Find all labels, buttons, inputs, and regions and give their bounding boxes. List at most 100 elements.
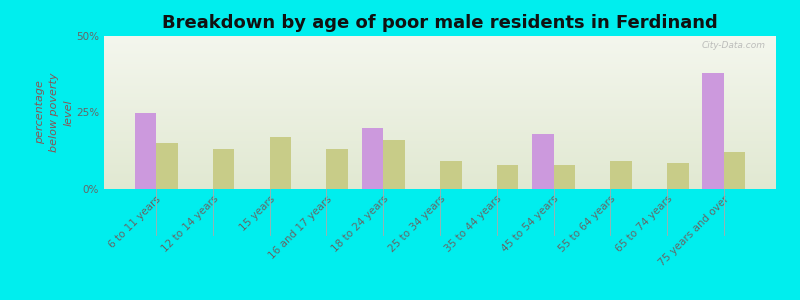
Bar: [104, 128, 776, 129]
Bar: [104, 114, 776, 115]
Bar: [104, 75, 776, 76]
Bar: [104, 44, 776, 45]
Bar: [104, 106, 776, 107]
Bar: [326, 149, 348, 189]
Bar: [702, 73, 724, 189]
Bar: [104, 164, 776, 165]
Bar: [104, 69, 776, 70]
Bar: [104, 166, 776, 167]
Bar: [104, 42, 776, 43]
Bar: [104, 102, 776, 103]
Bar: [270, 137, 291, 189]
Bar: [104, 136, 776, 137]
Bar: [104, 88, 776, 89]
Bar: [104, 109, 776, 110]
Bar: [104, 40, 776, 41]
Text: City-Data.com: City-Data.com: [702, 40, 766, 50]
Bar: [104, 163, 776, 164]
Bar: [104, 168, 776, 169]
Bar: [104, 110, 776, 111]
Bar: [104, 80, 776, 81]
Bar: [104, 92, 776, 93]
Bar: [104, 167, 776, 168]
Bar: [104, 183, 776, 184]
Bar: [104, 115, 776, 116]
Bar: [104, 188, 776, 189]
Bar: [104, 58, 776, 59]
Bar: [104, 73, 776, 74]
Bar: [104, 149, 776, 150]
Bar: [532, 134, 554, 189]
Bar: [104, 144, 776, 145]
Bar: [104, 152, 776, 153]
Bar: [104, 74, 776, 75]
Bar: [667, 163, 689, 189]
Bar: [104, 178, 776, 179]
Bar: [383, 140, 405, 189]
Bar: [104, 129, 776, 130]
Title: Breakdown by age of poor male residents in Ferdinand: Breakdown by age of poor male residents …: [162, 14, 718, 32]
Bar: [104, 100, 776, 101]
Bar: [104, 161, 776, 162]
Bar: [104, 111, 776, 112]
Bar: [104, 48, 776, 49]
Bar: [104, 55, 776, 56]
Bar: [104, 159, 776, 160]
Bar: [104, 133, 776, 134]
Bar: [104, 181, 776, 182]
Bar: [104, 126, 776, 127]
Bar: [104, 139, 776, 140]
Bar: [104, 171, 776, 172]
Bar: [104, 147, 776, 148]
Bar: [104, 150, 776, 151]
Bar: [104, 45, 776, 46]
Bar: [104, 49, 776, 50]
Bar: [104, 103, 776, 104]
Bar: [362, 128, 383, 189]
Bar: [104, 90, 776, 91]
Bar: [104, 59, 776, 60]
Bar: [104, 162, 776, 163]
Bar: [104, 64, 776, 65]
Bar: [104, 160, 776, 161]
Bar: [104, 157, 776, 158]
Bar: [104, 101, 776, 102]
Bar: [104, 39, 776, 40]
Bar: [104, 86, 776, 87]
Bar: [104, 165, 776, 166]
Bar: [104, 117, 776, 118]
Bar: [104, 68, 776, 69]
Bar: [104, 97, 776, 98]
Bar: [104, 50, 776, 51]
Y-axis label: percentage
below poverty
level: percentage below poverty level: [35, 73, 74, 152]
Bar: [104, 186, 776, 187]
Bar: [104, 37, 776, 38]
Bar: [104, 99, 776, 100]
Bar: [134, 112, 156, 189]
Bar: [104, 66, 776, 67]
Bar: [104, 70, 776, 71]
Bar: [104, 132, 776, 133]
Bar: [104, 82, 776, 83]
Bar: [104, 177, 776, 178]
Bar: [104, 118, 776, 119]
Bar: [104, 53, 776, 54]
Bar: [104, 119, 776, 120]
Bar: [104, 116, 776, 117]
Bar: [104, 47, 776, 48]
Bar: [724, 152, 746, 189]
Bar: [497, 164, 518, 189]
Bar: [104, 87, 776, 88]
Bar: [104, 93, 776, 94]
Bar: [104, 148, 776, 149]
Bar: [104, 36, 776, 37]
Bar: [104, 131, 776, 132]
Bar: [104, 105, 776, 106]
Bar: [104, 187, 776, 188]
Bar: [104, 52, 776, 53]
Bar: [104, 121, 776, 122]
Bar: [440, 161, 462, 189]
Bar: [104, 51, 776, 52]
Bar: [104, 84, 776, 85]
Bar: [104, 120, 776, 121]
